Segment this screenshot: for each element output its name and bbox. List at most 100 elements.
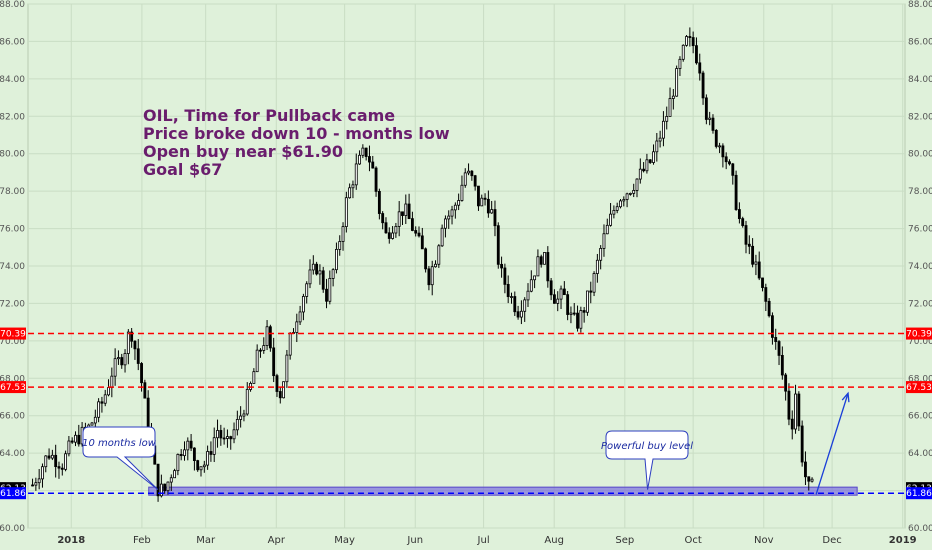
candle-up bbox=[103, 394, 107, 404]
candle-up bbox=[754, 261, 758, 265]
candle-up bbox=[176, 454, 180, 472]
y-axis-left: 60.0062.0064.0066.0068.0070.0072.0074.00… bbox=[0, 0, 25, 534]
y-tick-right: 66.00 bbox=[908, 412, 932, 422]
candle-down bbox=[414, 230, 418, 234]
candle-up bbox=[444, 218, 447, 229]
candle-up bbox=[718, 145, 722, 148]
candle-down bbox=[728, 161, 731, 165]
candle-down bbox=[209, 451, 213, 455]
candle-down bbox=[787, 390, 791, 420]
candle-up bbox=[632, 190, 636, 194]
candle-up bbox=[169, 477, 173, 483]
price-tag-label-left: 61.86 bbox=[0, 489, 26, 499]
candle-down bbox=[777, 341, 781, 356]
annotation-line-4: Goal $67 bbox=[143, 160, 222, 179]
candle-up bbox=[328, 278, 332, 302]
candle-up bbox=[523, 299, 527, 312]
candle-up bbox=[450, 209, 454, 217]
candle-down bbox=[196, 460, 200, 471]
candle-down bbox=[384, 222, 388, 234]
x-tick: Oct bbox=[685, 535, 702, 546]
y-tick-right: 74.00 bbox=[908, 262, 932, 272]
candle-up bbox=[569, 312, 573, 315]
candle-down bbox=[275, 375, 279, 392]
candle-up bbox=[645, 159, 649, 172]
candle-down bbox=[704, 97, 708, 120]
price-tag-left bbox=[0, 487, 26, 500]
candle-down bbox=[513, 296, 517, 313]
candle-down bbox=[57, 466, 61, 469]
x-tick: 2019 bbox=[889, 535, 917, 546]
candle-down bbox=[572, 312, 576, 315]
candle-up bbox=[354, 163, 358, 186]
y-axis-right: 60.0062.0064.0066.0068.0070.0072.0074.00… bbox=[908, 0, 932, 534]
candle-up bbox=[612, 209, 616, 215]
x-axis: 2018 Feb Mar Apr May Jun Jul Aug Sep Oct Nov Dec 201… bbox=[57, 535, 916, 546]
candle-down bbox=[549, 280, 553, 296]
candle-down bbox=[381, 213, 385, 224]
candle-up bbox=[579, 310, 583, 329]
candle-up bbox=[708, 117, 712, 120]
callout-bubble bbox=[82, 426, 159, 491]
x-tick: 2018 bbox=[57, 535, 85, 546]
candle-up bbox=[90, 422, 94, 426]
candle-up bbox=[295, 321, 299, 333]
candlestick-series bbox=[31, 27, 814, 502]
annotation-text: OIL, Time for Pullback came Price broke … bbox=[143, 106, 450, 179]
candle-up bbox=[467, 170, 470, 174]
y-tick-left: 84.00 bbox=[0, 75, 25, 85]
candle-down bbox=[54, 454, 58, 468]
candle-up bbox=[463, 172, 467, 186]
candle-up bbox=[556, 298, 560, 304]
candle-down bbox=[562, 288, 566, 296]
candle-up bbox=[665, 116, 669, 122]
annotation-line-2: Price broke down 10 - months low bbox=[143, 124, 450, 143]
y-tick-right: 88.00 bbox=[908, 0, 932, 10]
y-tick-left: 78.00 bbox=[0, 187, 25, 197]
candle-down bbox=[546, 252, 550, 282]
candle-down bbox=[493, 209, 497, 227]
candle-up bbox=[107, 387, 110, 396]
x-tick: Sep bbox=[615, 535, 634, 546]
candle-up bbox=[252, 371, 256, 384]
candle-up bbox=[338, 241, 342, 250]
candle-down bbox=[70, 440, 74, 443]
candle-down bbox=[60, 467, 64, 470]
candle-down bbox=[747, 243, 751, 247]
candle-down bbox=[714, 129, 718, 147]
candle-down bbox=[140, 363, 143, 384]
candle-down bbox=[503, 267, 507, 285]
y-tick-right: 68.00 bbox=[908, 374, 932, 384]
candle-up bbox=[619, 200, 622, 208]
candle-down bbox=[143, 382, 147, 399]
candle-up bbox=[67, 440, 71, 455]
candle-up bbox=[655, 140, 659, 153]
candle-down bbox=[751, 245, 755, 265]
candle-up bbox=[586, 290, 589, 313]
y-tick-right: 82.00 bbox=[908, 112, 932, 122]
candle-down bbox=[321, 270, 325, 290]
candle-up bbox=[202, 464, 206, 468]
candle-up bbox=[37, 478, 41, 484]
candle-up bbox=[602, 233, 606, 249]
candle-up bbox=[232, 429, 236, 440]
y-tick-right: 70.00 bbox=[908, 337, 932, 347]
y-tick-left: 88.00 bbox=[0, 0, 25, 10]
candle-up bbox=[344, 197, 348, 227]
candle-up bbox=[810, 478, 814, 482]
candle-down bbox=[371, 161, 375, 169]
candle-down bbox=[761, 277, 764, 288]
y-tick-left: 60.00 bbox=[0, 524, 25, 534]
candle-up bbox=[437, 245, 441, 265]
x-tick: Dec bbox=[822, 535, 841, 546]
candle-down bbox=[374, 167, 378, 192]
candle-up bbox=[605, 224, 609, 235]
candle-down bbox=[407, 203, 411, 220]
candle-down bbox=[100, 401, 104, 404]
x-tick: Nov bbox=[754, 535, 774, 546]
candle-down bbox=[500, 263, 504, 269]
price-tag-label-right: 67.53 bbox=[906, 383, 932, 393]
candle-up bbox=[681, 44, 685, 60]
candle-up bbox=[662, 120, 665, 139]
